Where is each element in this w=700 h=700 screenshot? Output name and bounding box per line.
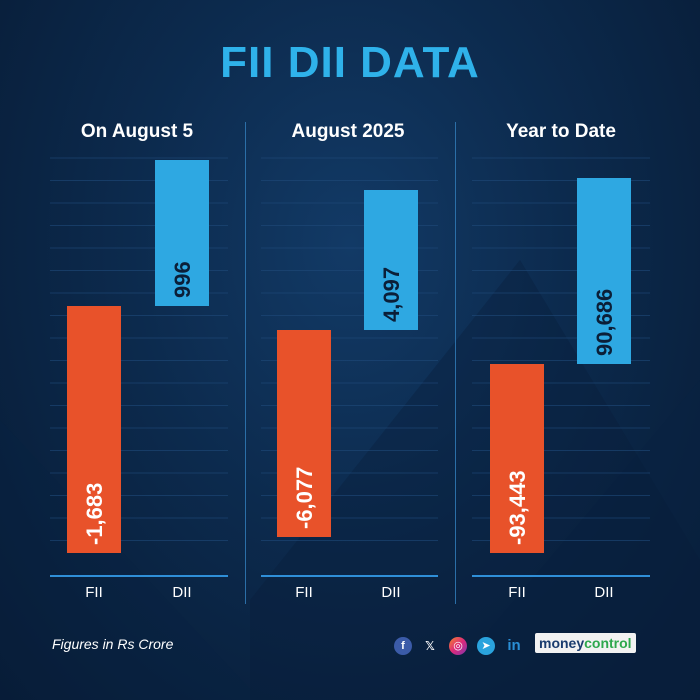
category-label-dii: DII — [594, 584, 613, 601]
bar-fii — [67, 306, 121, 553]
category-label-fii: FII — [295, 584, 313, 601]
panel-title-3: Year to Date — [506, 121, 616, 142]
linkedin-icon[interactable]: in — [507, 637, 521, 654]
data-label-dii: 4,097 — [379, 267, 404, 322]
data-label-fii: -1,683 — [82, 483, 107, 545]
brand-part-1: money — [539, 635, 585, 651]
data-label-fii: -6,077 — [292, 467, 317, 529]
category-label-fii: FII — [508, 584, 526, 601]
moneycontrol-logo: moneycontrol — [535, 633, 636, 653]
chart-title: FII DII DATA — [220, 38, 480, 87]
divider-2 — [455, 122, 456, 604]
data-label-fii: -93,443 — [505, 470, 530, 545]
divider-1 — [245, 122, 246, 604]
category-label-dii: DII — [381, 584, 400, 601]
data-label-dii: 90,686 — [592, 289, 617, 356]
category-label-fii: FII — [85, 584, 103, 601]
bar-dii — [364, 190, 418, 330]
bar-dii — [155, 160, 209, 306]
panel-title-2: August 2025 — [291, 121, 405, 142]
x-icon[interactable]: 𝕏 — [425, 639, 435, 653]
brand-part-2: control — [584, 635, 632, 651]
data-label-dii: 996 — [170, 261, 195, 298]
bar-fii — [277, 330, 331, 537]
category-label-dii: DII — [172, 584, 191, 601]
bar-dii — [577, 178, 631, 364]
instagram-icon[interactable]: ◎ — [449, 637, 467, 655]
facebook-icon[interactable]: f — [394, 637, 412, 655]
panel-title-1: On August 5 — [80, 121, 194, 142]
footnote: Figures in Rs Crore — [52, 636, 174, 652]
telegram-icon[interactable]: ➤ — [477, 637, 495, 655]
bar-fii — [490, 364, 544, 553]
